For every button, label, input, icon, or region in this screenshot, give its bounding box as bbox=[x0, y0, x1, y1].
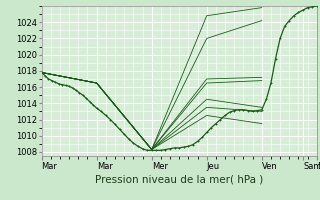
X-axis label: Pression niveau de la mer( hPa ): Pression niveau de la mer( hPa ) bbox=[95, 175, 263, 185]
